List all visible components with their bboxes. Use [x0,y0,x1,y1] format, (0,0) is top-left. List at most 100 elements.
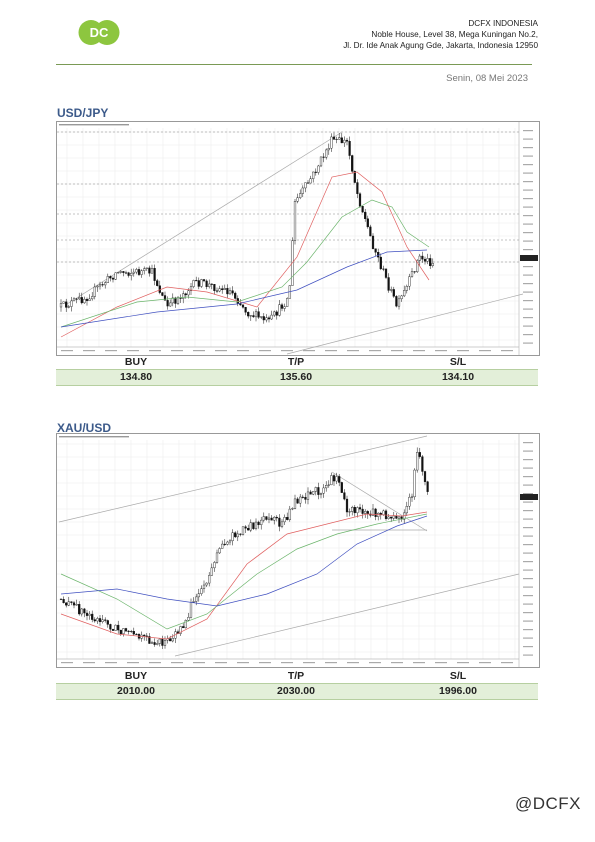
trend-line [286,293,524,355]
time-tick [369,350,381,352]
candle-body [270,314,273,320]
candle-body [226,541,229,545]
time-tick [259,662,271,664]
candle-body [130,273,133,276]
candle-body [85,612,89,616]
price-tick [523,476,533,478]
candle-body [330,475,333,486]
price-tick [523,493,533,495]
price-tick [523,249,533,251]
candle-body [117,624,120,631]
chart-info-line [59,436,129,438]
time-tick [127,662,139,664]
price-chart [56,433,540,668]
price-tick [523,544,533,546]
candle-body [293,200,297,241]
time-tick [61,662,73,664]
candle-body [65,301,68,308]
candle-body [223,288,226,291]
candle-body [59,598,63,600]
candle-body [78,297,81,300]
time-tick [369,662,381,664]
candle-body [156,280,159,286]
candle-body [101,284,104,286]
candle-body [192,280,195,287]
candle-body [158,638,161,644]
candle-body [312,171,315,179]
candle-body [309,178,312,184]
candle-body [236,533,239,538]
price-tick [523,501,533,503]
candle-body [405,506,408,514]
price-tick [523,527,533,529]
moving-average-blue [60,515,428,607]
price-tick [523,629,533,631]
sl-label: S/L [449,670,467,682]
candle-body [306,491,310,500]
candle-body [353,507,356,514]
candle-body [119,271,122,273]
candle-body [104,282,107,286]
candle-body [127,630,130,632]
candle-body [413,271,416,273]
candle-body [169,302,172,307]
candle-body [187,617,190,621]
candle-body [226,288,229,295]
candle-body [371,508,375,516]
header-divider [56,64,532,65]
candle-body [109,624,112,630]
time-tick [501,350,513,352]
candle-body [377,252,380,258]
price-tick [523,467,533,469]
price-tick [523,595,533,597]
candle-body [83,608,86,614]
candle-body [117,272,120,274]
candle-body [395,296,398,307]
time-tick [347,350,359,352]
candle-body [392,289,395,297]
candle-body [195,596,198,602]
tp-label: T/P [287,670,305,682]
price-tick [523,215,533,217]
candle-body [283,306,286,309]
candle-body [382,510,385,515]
candle-body [96,285,99,288]
candle-body [338,137,341,140]
candle-body [171,297,174,304]
candlesticks [59,132,434,324]
time-tick [435,350,447,352]
candle-body [106,276,109,283]
candle-body [335,138,338,140]
candle-body [67,601,70,606]
candle-body [299,193,302,198]
candle-body [210,283,213,285]
candle-body [143,634,146,637]
candle-body [72,298,76,302]
candle-body [150,642,154,644]
price-chart [56,121,540,356]
candle-body [397,298,401,307]
time-tick [105,662,117,664]
candle-body [345,498,349,513]
candle-body [371,235,375,249]
candle-body [104,619,107,621]
candle-body [278,304,281,316]
candle-body [353,171,356,183]
time-tick [215,662,227,664]
candle-body [62,301,65,304]
candle-body [270,517,273,521]
candle-body [356,182,359,194]
candle-body [413,469,416,498]
candle-body [384,268,388,278]
candle-body [137,269,141,275]
candle-body [343,492,346,500]
candle-body [392,515,395,519]
price-tick [523,147,533,149]
tp-value: 135.60 [279,371,313,383]
candle-body [312,491,315,495]
tp-value: 2030.00 [277,685,315,697]
candle-body [200,588,203,594]
candle-body [182,293,185,299]
buy-label: BUY [124,356,148,368]
candle-body [119,629,122,635]
